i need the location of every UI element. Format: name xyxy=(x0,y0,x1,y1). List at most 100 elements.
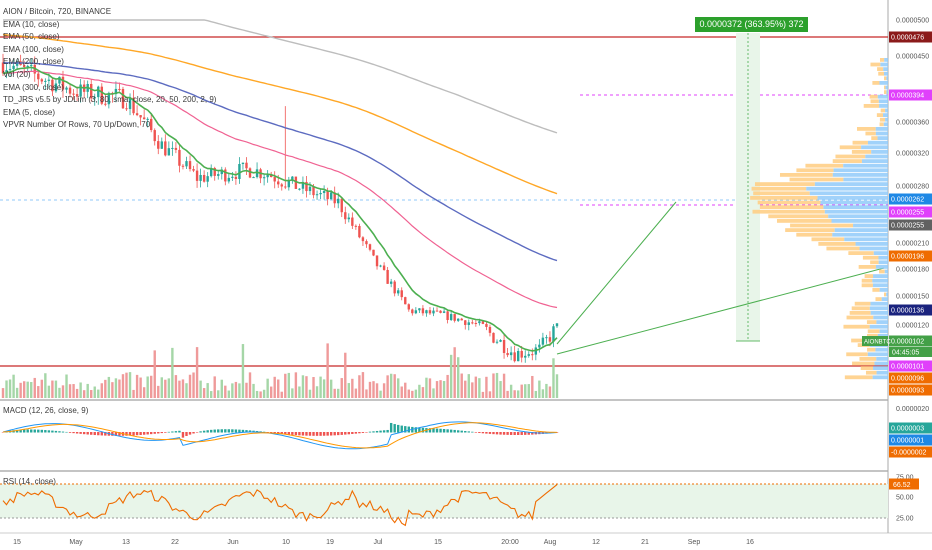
candle-body xyxy=(333,192,336,204)
indicator-td-jrs[interactable]: TD_JRS v5.5 by JDLim (3, 80, sma, close,… xyxy=(3,95,217,105)
price-tag-label: 0.0000476 xyxy=(891,35,924,42)
vpvr-row-down xyxy=(870,62,881,67)
indicator-ema200[interactable]: EMA (200, close) xyxy=(3,57,64,67)
rsi-label[interactable]: RSI (14, close) xyxy=(3,477,56,486)
vpvr-row-down xyxy=(835,154,866,159)
macd-bar xyxy=(79,432,82,434)
vpvr-row-up xyxy=(873,315,888,320)
candle-body xyxy=(439,310,442,313)
candle-body xyxy=(188,161,192,170)
candle-body xyxy=(372,249,375,256)
volume-bar xyxy=(178,380,181,398)
vpvr-row-down xyxy=(832,159,862,163)
volume-bar xyxy=(344,352,347,398)
time-tick-label: 22 xyxy=(171,539,179,546)
volume-bar xyxy=(382,383,386,398)
vpvr-row-down xyxy=(852,140,868,145)
volume-bar xyxy=(255,390,259,398)
candle-body xyxy=(298,188,301,190)
volume-bar xyxy=(358,375,361,398)
macd-bar xyxy=(361,432,365,433)
candle-body xyxy=(37,73,40,80)
candle-body xyxy=(174,147,178,150)
macd-tag-bg xyxy=(889,434,932,446)
volume-bar xyxy=(541,389,545,398)
macd-bar xyxy=(157,432,160,434)
vpvr-row-up xyxy=(831,219,888,223)
macd-bar xyxy=(506,432,509,435)
vpvr-row-up xyxy=(843,163,888,168)
volume-bar xyxy=(351,378,354,398)
volume-bar xyxy=(499,381,502,398)
signal-line xyxy=(2,422,558,449)
vpvr-row-up xyxy=(883,67,888,71)
macd-bar xyxy=(125,432,128,436)
vpvr-row-down xyxy=(849,311,871,315)
vpvr-row-up xyxy=(806,186,888,191)
candle-body xyxy=(337,198,340,204)
macd-bar xyxy=(266,432,269,433)
volume-bar xyxy=(273,376,276,398)
volume-bar xyxy=(209,391,213,398)
macd-bar xyxy=(234,429,238,433)
vpvr-row-up xyxy=(886,292,888,297)
volume-bar xyxy=(58,387,61,398)
macd-bar xyxy=(224,429,227,433)
candle-body xyxy=(139,115,142,118)
indicator-ema10[interactable]: EMA (10, close) xyxy=(3,19,60,29)
volume-bar xyxy=(456,357,460,398)
macd-label[interactable]: MACD (12, 26, close, 9) xyxy=(3,406,89,415)
volume-bar xyxy=(153,350,156,398)
indicator-ema100[interactable]: EMA (100, close) xyxy=(3,44,64,54)
volume-bar xyxy=(509,384,513,398)
macd-bar xyxy=(139,432,142,435)
candle-body xyxy=(245,162,248,169)
vpvr-row-up xyxy=(878,99,888,104)
vpvr-row-down xyxy=(789,177,844,182)
vpvr-row-down xyxy=(846,352,868,357)
countdown-label: 04:45:05 xyxy=(892,350,919,357)
macd-bar xyxy=(26,429,29,433)
volume-bar xyxy=(86,383,89,398)
volume-bar xyxy=(506,390,509,398)
macd-bar xyxy=(206,430,209,433)
candle-body xyxy=(541,337,545,345)
price-tag-label: 0.0000255 xyxy=(891,223,924,230)
vpvr-row-down xyxy=(884,85,886,90)
candle-body xyxy=(44,80,47,82)
indicator-vpvr[interactable]: VPVR Number Of Rows, 70 Up/Down, 70 xyxy=(3,120,151,130)
candle-body xyxy=(449,314,453,320)
candle-body xyxy=(171,147,174,149)
vpvr-row-up xyxy=(876,370,888,375)
vpvr-row-down xyxy=(844,375,873,380)
volume-bar xyxy=(516,390,520,398)
macd-bar xyxy=(527,432,530,435)
macd-bar xyxy=(478,432,481,433)
volume-bar xyxy=(435,381,439,398)
ema50-line xyxy=(2,70,558,309)
indicator-vol[interactable]: Vol (20) xyxy=(3,69,31,79)
volume-bar xyxy=(453,347,456,398)
candle-body xyxy=(206,176,209,182)
vpvr-row-down xyxy=(818,242,856,246)
candle-body xyxy=(241,162,245,165)
macd-bar xyxy=(326,432,329,436)
indicator-ema300[interactable]: EMA (300, close) xyxy=(3,82,64,92)
volume-bar xyxy=(372,381,375,398)
indicator-ema50[interactable]: EMA (50, close) xyxy=(3,32,60,42)
vpvr-row-down xyxy=(854,301,871,306)
indicator-ema5[interactable]: EMA (5, close) xyxy=(3,107,56,117)
candle-body xyxy=(54,83,58,92)
price-tag-bg xyxy=(889,250,932,262)
vpvr-row-up xyxy=(828,214,888,219)
macd-bar xyxy=(217,429,220,433)
macd-bar xyxy=(460,430,463,433)
vpvr-row-up xyxy=(883,113,888,117)
projection-arrow xyxy=(556,267,885,355)
volume-bar xyxy=(90,390,93,398)
price-tick-label: 0.0000450 xyxy=(896,54,929,61)
rsi-line xyxy=(2,484,558,527)
volume-bar xyxy=(262,389,266,398)
macd-bar xyxy=(195,432,199,433)
